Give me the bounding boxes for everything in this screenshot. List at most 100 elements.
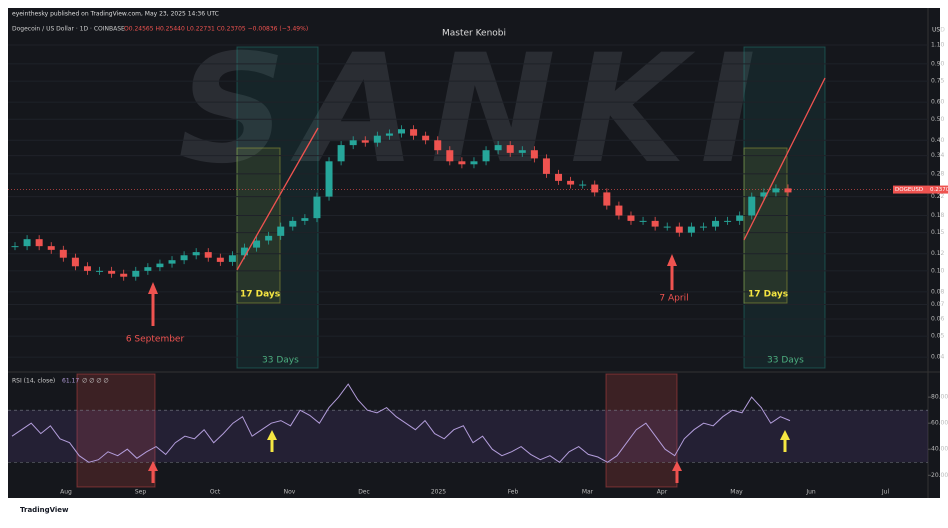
rsi-band [8, 410, 928, 463]
candle [168, 260, 176, 264]
x-tick-label: 2025 [431, 489, 446, 496]
candle [458, 161, 466, 165]
candle [35, 239, 43, 247]
candle [156, 263, 164, 268]
rsi-flags: ∅ ∅ ∅ ∅ [82, 378, 109, 385]
y-tick-label: 0.06 [931, 315, 945, 322]
x-tick-label: Feb [508, 489, 519, 496]
arrow-up [672, 461, 682, 483]
x-tick-label: Dec [358, 489, 370, 496]
candle [337, 145, 345, 162]
box-17-days [236, 147, 281, 304]
candle [71, 257, 79, 267]
candle [542, 158, 550, 174]
candle [591, 184, 599, 193]
candle [422, 135, 430, 141]
ohlc: O0.24565 H0.25440 L0.22731 C0.23705 −0.0… [124, 26, 308, 33]
candle [180, 255, 188, 261]
candle [301, 218, 309, 221]
rsi-tick-label: 80.00 [931, 394, 948, 401]
y-tick-label: 0.18 [931, 212, 945, 219]
candle [712, 220, 720, 227]
arrow-up [667, 254, 677, 290]
y-tick-label: 0.05 [931, 333, 945, 340]
rsi-line [11, 383, 791, 463]
rsi-tick-label: 20.00 [931, 472, 948, 479]
candle [289, 220, 297, 227]
currency: USD [932, 27, 945, 34]
candle [83, 266, 91, 271]
y-tick-label: 0.22 [931, 193, 945, 200]
candle [675, 226, 683, 233]
y-tick-label: 0.15 [931, 229, 945, 236]
arrow-up [780, 430, 790, 452]
symbol: Dogecoin / US Dollar · 1D · COINBASE [12, 26, 125, 33]
y-tick-label: 0.04 [931, 354, 945, 361]
candle [192, 252, 200, 256]
box-33-days [236, 46, 319, 369]
y-tick-label: 0.08 [931, 288, 945, 295]
candle [385, 133, 393, 136]
candle [253, 240, 261, 248]
arrow-up [267, 430, 277, 452]
rsi-tick-label: 40.00 [931, 446, 948, 453]
candle [615, 205, 623, 216]
candle [361, 140, 369, 143]
y-tick-label: 0.50 [931, 116, 945, 123]
annotation: 6 September [126, 335, 185, 345]
candle [410, 129, 418, 136]
candle [651, 220, 659, 227]
rsi-box [605, 373, 678, 488]
candle [736, 215, 744, 221]
candle [567, 180, 575, 185]
candle [204, 252, 212, 258]
arrow-up [148, 461, 158, 483]
x-tick-label: Nov [284, 489, 296, 496]
candle [494, 145, 502, 151]
x-tick-label: Jul [881, 489, 890, 496]
candle [446, 150, 454, 162]
candle [663, 226, 671, 228]
brand: TradingView [20, 506, 69, 514]
candle [687, 226, 695, 233]
watermark: SANKI [178, 23, 770, 197]
y-tick-label: 1.10 [931, 42, 945, 49]
y-tick-label: 0.60 [931, 99, 945, 106]
x-tick-label: Mar [582, 489, 594, 496]
candle [699, 226, 707, 228]
box-33-days [743, 46, 826, 369]
y-tick-label: 0.40 [931, 137, 945, 144]
publisher: eyeinthesky published on TradingView.com… [12, 11, 219, 18]
y-tick-label: 0.12 [931, 250, 945, 257]
rsi-box [76, 373, 156, 488]
candle [216, 257, 224, 262]
candle [277, 226, 285, 236]
candle [96, 270, 104, 272]
candle [724, 220, 732, 222]
trend-line [236, 127, 319, 271]
candle [265, 235, 273, 241]
rsi-tick-label: 60.00 [931, 420, 948, 427]
chart-title: Master Kenobi [442, 29, 506, 39]
y-tick-label: 0.90 [931, 60, 945, 67]
candle [748, 196, 756, 216]
box-17-days [743, 147, 788, 304]
candle [506, 145, 514, 153]
candle [627, 215, 635, 221]
rsi-last: 61.17 [62, 378, 79, 385]
candle [772, 188, 780, 193]
candle [23, 239, 31, 247]
candle [398, 129, 405, 134]
arrow-up [148, 282, 158, 326]
x-tick-label: Jun [805, 489, 816, 496]
candle [120, 273, 128, 277]
candle [760, 192, 768, 197]
candle [11, 246, 19, 248]
price-tag-label: 0.23705 [930, 187, 948, 193]
arrows [148, 254, 790, 483]
x-tick-label: May [730, 489, 743, 496]
annotation: 17 Days [240, 290, 280, 300]
candle [434, 140, 442, 151]
candle [325, 161, 333, 197]
candle [240, 247, 248, 256]
